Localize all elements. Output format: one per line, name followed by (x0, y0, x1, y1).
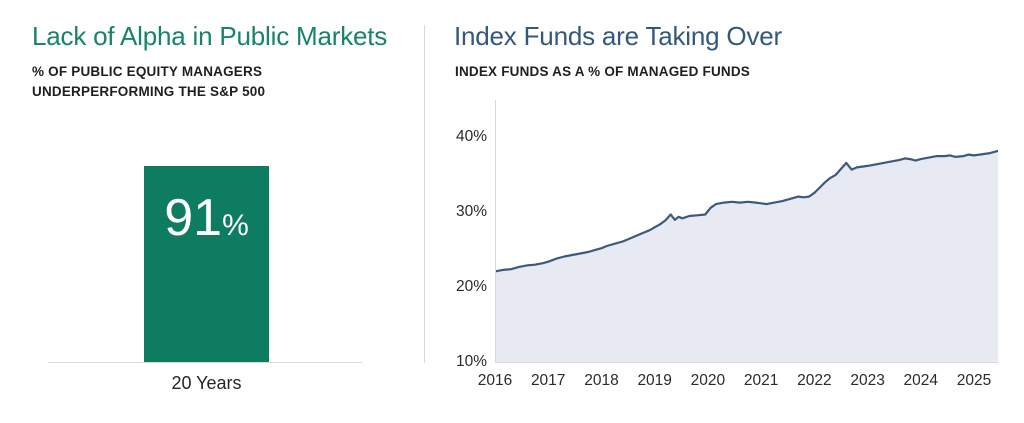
left-chart-subtitle: % OF PUBLIC EQUITY MANAGERS UNDERPERFORMI… (32, 62, 265, 102)
bar-data-label-number: 91 (164, 189, 223, 247)
left-chart-subtitle-line1: % OF PUBLIC EQUITY MANAGERS (32, 64, 263, 79)
x-tick-label-2016: 2016 (477, 372, 513, 389)
x-tick-label-2023: 2023 (850, 372, 885, 389)
y-tick-label-20: 20% (455, 278, 487, 296)
y-tick-label-30: 30% (455, 203, 487, 221)
x-tick-label-2017: 2017 (530, 372, 566, 389)
x-axis-line (495, 362, 998, 363)
series-line (495, 149, 998, 273)
x-tick-label-2022: 2022 (797, 372, 832, 389)
y-tick-label-40: 40% (455, 128, 487, 146)
x-tick-label-2025: 2025 (956, 372, 992, 389)
left-chart-title: Lack of Alpha in Public Markets (32, 21, 388, 51)
bar-chart-baseline (48, 362, 362, 363)
x-tick-label-2021: 2021 (743, 372, 779, 389)
x-tick-label-2019: 2019 (637, 372, 672, 389)
panel-divider (424, 25, 425, 363)
x-tick-label-2018: 2018 (584, 372, 619, 389)
bar-20-years: 91% (144, 166, 269, 362)
y-axis-line (495, 100, 496, 362)
right-chart-subtitle: INDEX FUNDS AS A % OF MANAGED FUNDS (455, 64, 751, 79)
bar-data-label: 91% (144, 166, 269, 247)
left-chart-subtitle-line2: UNDERPERFORMING THE S&P 500 (32, 84, 266, 99)
right-chart-title: Index Funds are Taking Over (454, 21, 782, 51)
index-funds-area-series (495, 149, 998, 362)
y-tick-label-10: 10% (455, 353, 487, 370)
x-tick-label-2024: 2024 (903, 372, 939, 389)
bar-category-label: 20 Years (171, 373, 242, 393)
line-chart-plot-area: 10% 20% 30% 40% 2016 2017 2018 2019 2020 2021 202… (456, 100, 998, 389)
area-fill (495, 150, 998, 362)
x-tick-label-2020: 2020 (690, 372, 726, 389)
bar-data-label-unit: % (222, 209, 249, 242)
